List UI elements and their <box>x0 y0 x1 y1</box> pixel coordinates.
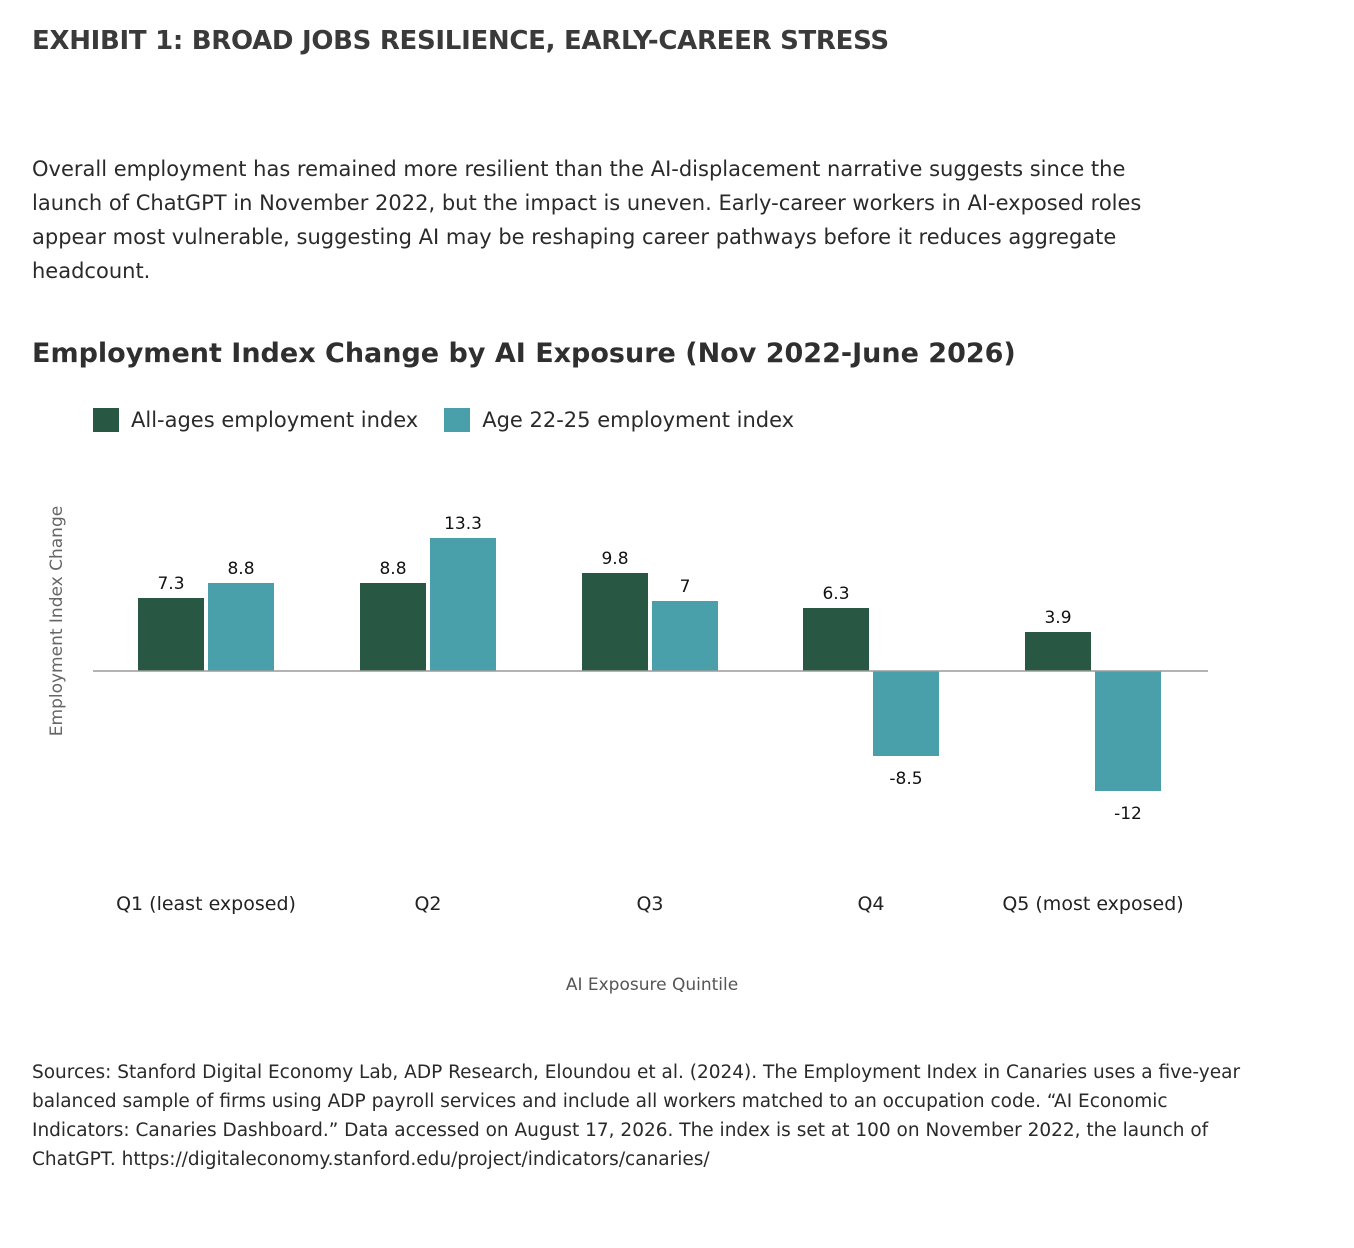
legend-swatch-age-22-25 <box>444 408 471 432</box>
x-tick-label-q2: Q2 <box>414 893 441 915</box>
sources-note: Sources: Stanford Digital Economy Lab, A… <box>32 1062 1241 1170</box>
bar-age-22-25-q3 <box>652 601 718 671</box>
bar-age-22-25-q4 <box>873 671 939 756</box>
data-label-all-ages-q1: 7.3 <box>157 574 184 594</box>
data-label-age-22-25-q4: -8.5 <box>889 769 922 789</box>
bar-all-ages-q1 <box>138 598 204 671</box>
data-label-all-ages-q2: 8.8 <box>379 559 406 579</box>
legend-item-all-ages: All-ages employment index <box>93 408 418 432</box>
y-axis-label: Employment Index Change <box>47 506 67 736</box>
bar-chart: Employment Index Change 7.3 8.8 Q1 (least e… <box>47 506 1208 995</box>
bar-all-ages-q4 <box>803 608 869 671</box>
bar-all-ages-q2 <box>360 583 426 671</box>
bar-age-22-25-q2 <box>430 538 496 671</box>
data-label-age-22-25-q5: -12 <box>1114 804 1142 824</box>
legend-label-all-ages: All-ages employment index <box>131 408 419 432</box>
chart-title: Employment Index Change by AI Exposure (… <box>32 338 1016 369</box>
bar-all-ages-q3 <box>582 573 648 671</box>
legend-swatch-all-ages <box>93 408 119 432</box>
legend-label-age-22-25: Age 22-25 employment index <box>482 408 795 432</box>
x-tick-label-q1: Q1 (least exposed) <box>116 893 296 915</box>
data-label-all-ages-q4: 6.3 <box>822 584 849 604</box>
x-tick-label-q3: Q3 <box>636 893 663 915</box>
data-label-age-22-25-q1: 8.8 <box>227 559 254 579</box>
legend-item-age-22-25: Age 22-25 employment index <box>444 408 794 432</box>
bar-all-ages-q5 <box>1025 632 1091 671</box>
x-tick-label-q4: Q4 <box>857 893 884 915</box>
data-label-age-22-25-q3: 7 <box>680 577 691 597</box>
bar-age-22-25-q1 <box>208 583 274 671</box>
x-axis-label: AI Exposure Quintile <box>566 975 738 995</box>
x-tick-label-q5: Q5 (most exposed) <box>1002 893 1183 915</box>
intro-paragraph: Overall employment has remained more res… <box>32 157 1142 283</box>
bar-age-22-25-q5 <box>1095 671 1161 791</box>
data-label-age-22-25-q2: 13.3 <box>444 514 482 534</box>
data-label-all-ages-q5: 3.9 <box>1044 608 1071 628</box>
chart-legend: All-ages employment index Age 22-25 empl… <box>93 408 820 432</box>
data-label-all-ages-q3: 9.8 <box>601 549 628 569</box>
exhibit-title: EXHIBIT 1: BROAD JOBS RESILIENCE, EARLY-… <box>32 26 889 56</box>
